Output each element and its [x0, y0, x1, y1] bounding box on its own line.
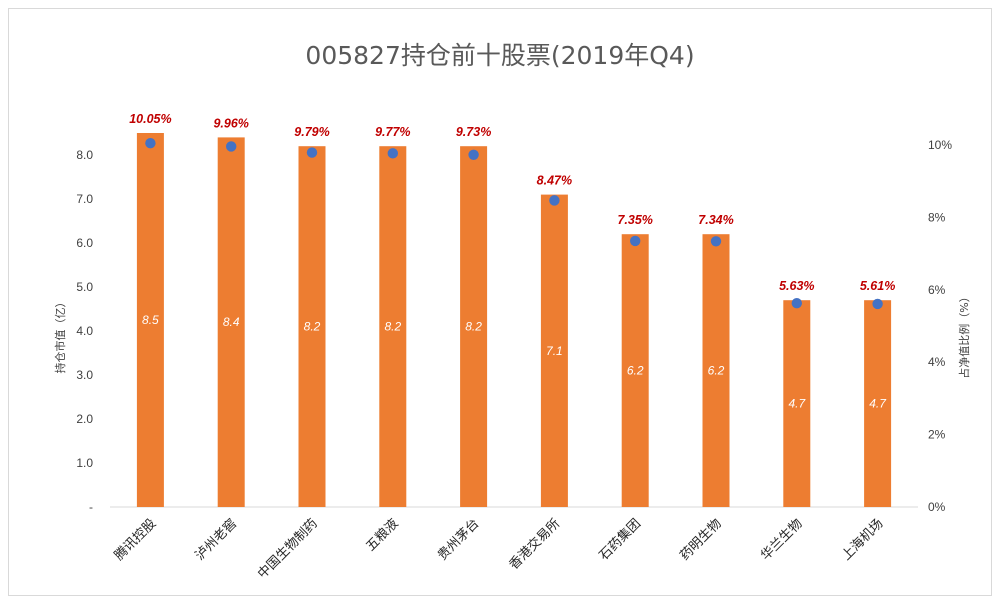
bar — [298, 146, 326, 507]
y-tick-label: 1.0 — [76, 456, 93, 470]
percent-label: 10.05% — [129, 112, 171, 126]
category-label: 华兰生物 — [758, 516, 805, 563]
bar — [783, 300, 811, 507]
percent-label: 7.35% — [617, 213, 652, 227]
y-axis-title: 持仓市值（亿） — [53, 297, 67, 374]
scatter-series — [145, 137, 883, 310]
bar — [136, 133, 164, 507]
percent-label: 9.96% — [213, 116, 248, 130]
y-tick-label: 5.0 — [76, 280, 93, 294]
category-label: 中国生物制药 — [255, 516, 321, 582]
category-label: 五粮液 — [363, 516, 401, 554]
percent-label: 7.34% — [698, 213, 733, 227]
y-tick-label: 2.0 — [76, 412, 93, 426]
scatter-point — [791, 297, 802, 309]
chart-axes: - 1.0 2.0 3.0 4.0 5.0 6.0 7.0 8.0 0% 2% 4% 6% 8% 10% 持仓… — [53, 138, 971, 582]
bar — [864, 300, 892, 507]
percent-label: 9.79% — [294, 125, 329, 139]
bar — [702, 234, 730, 507]
category-label: 香港交易所 — [506, 516, 563, 573]
scatter-point — [710, 236, 722, 247]
y-tick-label: 7.0 — [76, 192, 93, 206]
bar-value-label: 4.7 — [869, 397, 887, 411]
chart-frame — [8, 8, 992, 596]
category-label: 石药集团 — [596, 516, 644, 564]
y2-tick-label: 4% — [928, 355, 946, 369]
scatter-point — [306, 147, 318, 158]
percent-label: 5.61% — [860, 279, 895, 293]
bar-value-label: 8.2 — [304, 320, 321, 334]
bar — [379, 146, 407, 507]
y-tick-label: 3.0 — [76, 368, 93, 382]
percent-label: 9.73% — [456, 125, 491, 139]
scatter-point — [549, 195, 560, 206]
bar — [460, 146, 488, 507]
y-tick-label: 6.0 — [76, 236, 93, 250]
percent-label: 9.77% — [375, 125, 410, 139]
chart-title: 005827持仓前十股票(2019年Q4) — [305, 41, 694, 70]
scatter-point — [468, 149, 479, 160]
scatter-point — [226, 141, 237, 152]
y2-tick-label: 0% — [928, 500, 946, 514]
bar — [621, 234, 649, 507]
bar-value-label: 8.2 — [465, 320, 482, 334]
y2-tick-label: 8% — [928, 210, 946, 224]
bar-value-label: 7.1 — [546, 344, 563, 358]
y2-tick-label: 6% — [928, 283, 946, 297]
y2-tick-label: 2% — [928, 428, 946, 442]
data-labels: 8.5 10.05% 8.4 9.96% 8.2 9.79% 8.2 9.77% 8.2 9.73… — [129, 112, 895, 411]
bar-series — [136, 133, 892, 507]
category-label: 上海机场 — [839, 516, 886, 563]
category-label: 腾讯控股 — [111, 516, 159, 564]
category-label: 药明生物 — [677, 516, 724, 563]
scatter-point — [872, 298, 883, 310]
y-tick-label: - — [89, 500, 93, 514]
y-tick-label: 8.0 — [76, 148, 93, 162]
scatter-point — [630, 235, 641, 247]
bar — [540, 194, 568, 507]
bar — [217, 137, 245, 507]
scatter-point — [387, 148, 398, 159]
bar-value-label: 6.2 — [708, 364, 725, 378]
scatter-point — [145, 137, 156, 149]
y2-axis-title: 占净值比例（%） — [957, 291, 971, 378]
percent-label: 8.47% — [537, 174, 572, 188]
percent-label: 5.63% — [779, 279, 814, 293]
bar-value-label: 8.5 — [142, 313, 159, 327]
bar-value-label: 8.2 — [384, 320, 401, 334]
bar-value-label: 8.4 — [223, 315, 240, 329]
y2-tick-label: 10% — [928, 138, 952, 152]
category-label: 泸州老窖 — [192, 516, 240, 564]
bar-value-label: 6.2 — [627, 364, 644, 378]
y-tick-label: 4.0 — [76, 324, 93, 338]
category-label: 贵州茅台 — [435, 516, 482, 563]
bar-value-label: 4.7 — [788, 397, 806, 411]
